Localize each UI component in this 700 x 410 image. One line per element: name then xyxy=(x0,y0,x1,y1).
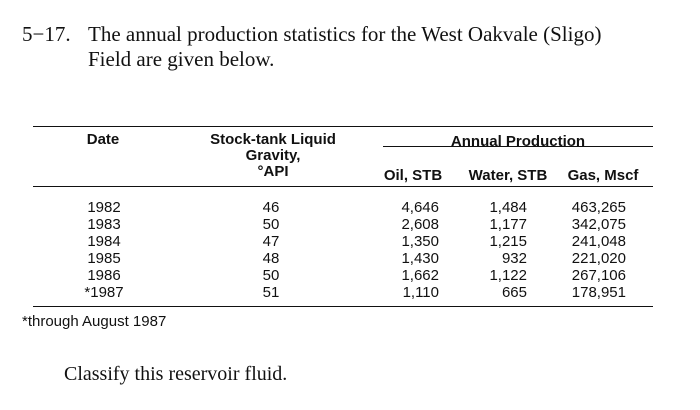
cell-oil: 1,662 xyxy=(401,267,439,284)
cell-gravity: 46 xyxy=(262,199,280,216)
cell-date: 1984 xyxy=(87,233,121,250)
cell-water: 1,215 xyxy=(489,233,527,250)
cell-gravity: 50 xyxy=(262,267,280,284)
table-bottom-rule xyxy=(33,306,653,307)
header-gravity: Stock-tank Liquid Gravity, °API xyxy=(193,132,353,180)
cell-gravity: 51 xyxy=(262,284,280,301)
cell-oil: 1,350 xyxy=(401,233,439,250)
cell-gas: 267,106 xyxy=(571,267,626,284)
problem-text-line-2: Field are given below. xyxy=(88,47,275,71)
cell-date: 1985 xyxy=(87,250,121,267)
problem-statement: 5−17. The annual production statistics fo… xyxy=(22,22,682,72)
cell-gas: 342,075 xyxy=(571,216,626,233)
cell-date: 1982 xyxy=(87,199,121,216)
cell-water: 1,484 xyxy=(489,199,527,216)
header-oil: Oil, STB xyxy=(383,167,443,184)
header-date: Date xyxy=(86,131,120,148)
question-text: Classify this reservoir fluid. xyxy=(64,363,288,385)
cell-gas: 241,048 xyxy=(571,233,626,250)
header-gas: Gas, Mscf xyxy=(567,167,639,184)
table-row: 1985 48 1,430 932 221,020 xyxy=(33,250,653,267)
problem-line-1: 5−17. The annual production statistics fo… xyxy=(22,22,682,47)
header-gravity-line-1: Stock-tank Liquid xyxy=(210,131,336,148)
header-water: Water, STB xyxy=(468,167,548,184)
cell-gas: 463,265 xyxy=(571,199,626,216)
cell-gas: 221,020 xyxy=(571,250,626,267)
cell-oil: 1,110 xyxy=(402,284,439,301)
table-footnote: *through August 1987 xyxy=(22,313,167,330)
table-top-rule xyxy=(33,126,653,127)
cell-gravity: 50 xyxy=(262,216,280,233)
annual-production-rule xyxy=(383,146,653,147)
header-bottom-rule xyxy=(33,186,653,187)
header-gravity-line-3: °API xyxy=(257,163,289,180)
table-row: 1983 50 2,608 1,177 342,075 xyxy=(33,216,653,233)
cell-water: 1,177 xyxy=(489,216,527,233)
table-row: 1982 46 4,646 1,484 463,265 xyxy=(33,199,653,216)
cell-date: *1987 xyxy=(84,284,124,301)
cell-date: 1986 xyxy=(87,267,121,284)
table-row: *1987 51 1,110 665 178,951 xyxy=(33,284,653,301)
cell-gravity: 47 xyxy=(262,233,280,250)
problem-text-line-1: The annual production statistics for the… xyxy=(88,22,602,46)
cell-oil: 4,646 xyxy=(401,199,439,216)
cell-gravity: 48 xyxy=(262,250,280,267)
header-gravity-line-2: Gravity, xyxy=(245,147,301,164)
cell-water: 665 xyxy=(501,284,527,301)
cell-water: 1,122 xyxy=(489,267,527,284)
table-row: 1984 47 1,350 1,215 241,048 xyxy=(33,233,653,250)
cell-date: 1983 xyxy=(87,216,121,233)
cell-gas: 178,951 xyxy=(571,284,626,301)
problem-number: 5−17. xyxy=(22,22,71,46)
cell-oil: 2,608 xyxy=(401,216,439,233)
header-annual-production: Annual Production xyxy=(450,133,586,150)
table-row: 1986 50 1,662 1,122 267,106 xyxy=(33,267,653,284)
cell-water: 932 xyxy=(501,250,527,267)
table-body: 1982 46 4,646 1,484 463,265 1983 50 2,60… xyxy=(33,199,653,301)
cell-oil: 1,430 xyxy=(401,250,439,267)
